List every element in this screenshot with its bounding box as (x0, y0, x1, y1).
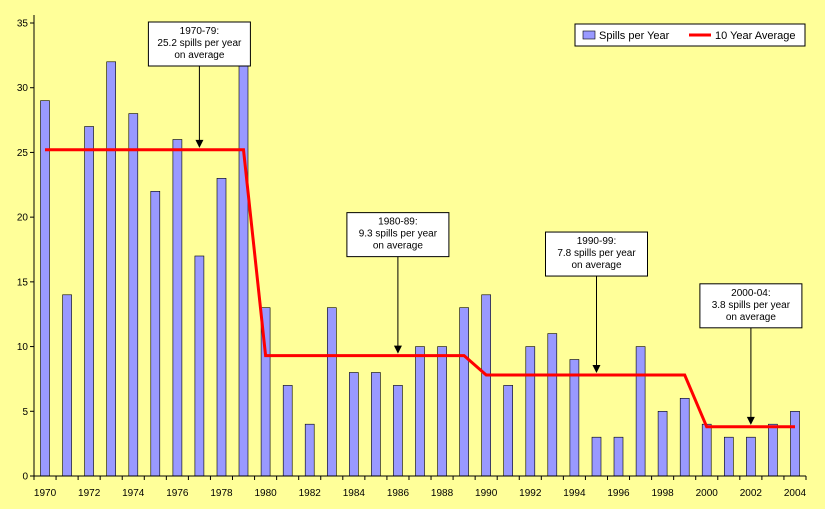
x-tick-label: 2002 (740, 488, 763, 499)
y-tick-label: 20 (17, 213, 29, 224)
annotation-arrow-head (592, 365, 601, 374)
x-tick-label: 2004 (784, 488, 807, 499)
bar-1974 (128, 113, 139, 477)
bar-1996 (613, 436, 624, 477)
bar-1977 (194, 255, 205, 477)
average-line (45, 148, 795, 429)
average-line-layer (45, 148, 795, 429)
x-tick-label: 1988 (431, 488, 454, 499)
y-tick-label: 30 (17, 83, 29, 94)
bar-1976 (172, 139, 183, 477)
annotation-text: 2000-04: (731, 288, 770, 299)
annotation-text: 9.3 spills per year (359, 229, 438, 240)
bar-1990 (481, 294, 492, 477)
bar-1981 (282, 385, 293, 477)
bar-1983 (326, 307, 337, 477)
bar-1987 (415, 346, 425, 477)
annotation-text: on average (174, 50, 224, 61)
x-tick-label: 1992 (519, 488, 542, 499)
x-tick-label: 1974 (122, 488, 145, 499)
bar-1982 (304, 423, 315, 477)
y-tick-label: 0 (22, 472, 28, 483)
y-tick-label: 35 (17, 19, 29, 30)
annotation-text: on average (373, 241, 423, 252)
x-tick-label: 1986 (387, 488, 410, 499)
axes-layer: 0 5 10 15 20 25 30 35 1970 1972 1974 1976 1978 1980 19… (17, 15, 807, 499)
bar-1993 (547, 333, 558, 477)
bar-1989 (459, 307, 469, 477)
x-tick-label: 1994 (563, 488, 586, 499)
bar-2001 (723, 436, 734, 477)
bar-1985 (371, 372, 381, 477)
x-tick-label: 1970 (34, 488, 57, 499)
y-tick-label: 10 (17, 342, 29, 353)
annotation-box (545, 231, 648, 277)
y-tick-label: 5 (22, 407, 28, 418)
bar-2002 (746, 436, 756, 477)
bar-1997 (635, 346, 646, 477)
legend: Spills per Year 10 Year Average (574, 23, 806, 47)
x-tick-label: 1990 (475, 488, 498, 499)
x-tick-label: 1996 (607, 488, 630, 499)
annotation-text: 7.8 spills per year (557, 248, 636, 259)
annotation-arrow-head (746, 416, 755, 425)
bar-2000 (701, 423, 712, 477)
x-tick-label: 1984 (343, 488, 366, 499)
annotation-text: 25.2 spills per year (157, 38, 242, 49)
annotation-text: on average (726, 312, 776, 323)
bar-1992 (525, 346, 536, 477)
bar-1991 (503, 385, 514, 477)
x-tick-label: 1978 (210, 488, 233, 499)
bar-2004 (790, 410, 800, 477)
bar-1999 (679, 397, 690, 477)
annotation-arrow-head (195, 139, 204, 148)
x-tick-label: 1982 (299, 488, 322, 499)
bar-1984 (348, 372, 359, 477)
x-tick-label: 1976 (166, 488, 189, 499)
bar-1988 (437, 346, 447, 477)
x-tick-label: 1972 (78, 488, 101, 499)
annotation-arrow-head (393, 345, 402, 354)
bar-1995 (591, 436, 602, 477)
bar-1971 (62, 294, 72, 477)
bar-1986 (393, 385, 403, 477)
bar-1972 (84, 126, 94, 477)
annotation-text: 1990-99: (577, 236, 616, 247)
y-tick-label: 15 (17, 277, 29, 288)
annotation-text: 1980-89: (378, 217, 417, 228)
bar-2003 (768, 423, 778, 477)
annotation-box (346, 212, 450, 258)
y-tick-label: 25 (17, 148, 29, 159)
bar-1975 (150, 191, 161, 477)
x-tick-label: 1998 (652, 488, 675, 499)
annotation-text: 1970-79: (180, 26, 219, 37)
annotation-box (147, 21, 251, 67)
legend-label-bars: Spills per Year (599, 30, 670, 42)
annotation-text: on average (571, 260, 621, 271)
x-tick-label: 1980 (254, 488, 277, 499)
bar-1979 (238, 35, 249, 477)
annotation-text: 3.8 spills per year (712, 300, 791, 311)
legend-swatch-bars (582, 30, 596, 40)
legend-label-average: 10 Year Average (715, 30, 796, 42)
bar-1994 (569, 359, 580, 477)
bar-1970 (40, 100, 50, 477)
bar-1973 (106, 61, 116, 477)
bar-1978 (216, 178, 227, 477)
bar-1998 (657, 410, 668, 477)
annotation-box (699, 283, 803, 329)
x-tick-label: 2000 (696, 488, 719, 499)
